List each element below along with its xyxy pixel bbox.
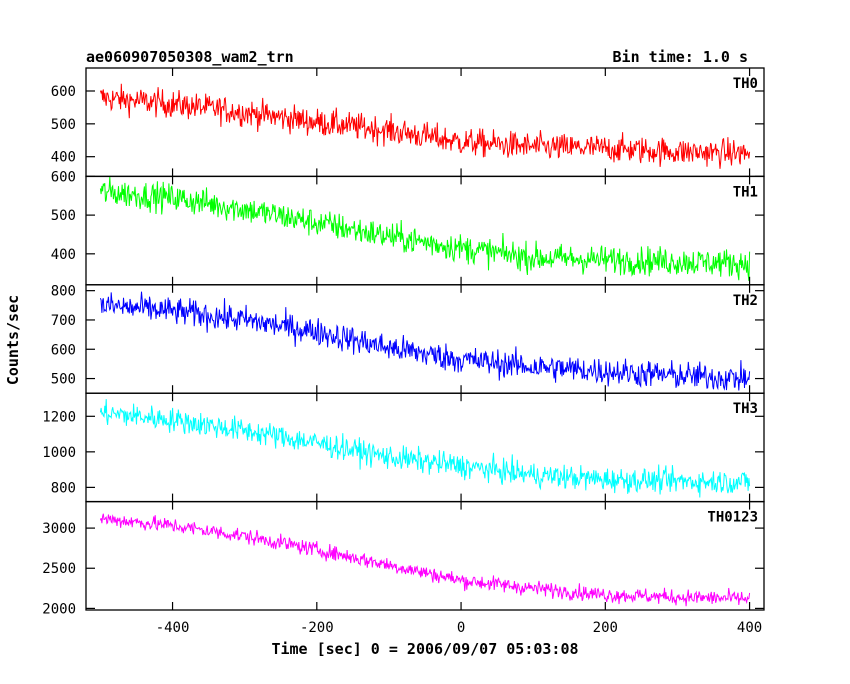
y-tick-label: 500 — [51, 372, 76, 388]
x-tick-label: -400 — [156, 620, 190, 636]
x-tick-label: 0 — [457, 620, 465, 636]
panel-label-th1: TH1 — [733, 184, 758, 200]
panel-frame-th0 — [85, 67, 765, 178]
y-tick-label: 800 — [51, 480, 76, 496]
y-tick-label: 3000 — [42, 521, 76, 537]
x-tick-label: -200 — [300, 620, 334, 636]
x-tick-label: 200 — [593, 620, 618, 636]
panel-label-th0: TH0 — [733, 76, 758, 92]
y-tick-label: 600 — [51, 169, 76, 185]
x-axis-label: Time [sec] 0 = 2006/09/07 05:03:08 — [271, 640, 578, 658]
y-tick-label: 2000 — [42, 601, 76, 617]
panel-label-th3: TH3 — [733, 401, 758, 417]
y-tick-label: 400 — [51, 150, 76, 166]
y-tick-label: 1200 — [42, 409, 76, 425]
series-line-th2 — [99, 291, 751, 391]
chart-title: ae060907050308_wam2_trn — [86, 48, 294, 66]
y-tick-label: 600 — [51, 84, 76, 100]
panel-label-th2: TH2 — [733, 293, 758, 309]
bin-time-label: Bin time: 1.0 s — [613, 48, 748, 66]
y-tick-label: 600 — [51, 342, 76, 358]
y-axis-label: Counts/sec — [4, 295, 22, 385]
panel-frame-th0123 — [85, 500, 765, 611]
y-tick-label: 1000 — [42, 445, 76, 461]
series-line-th0123 — [99, 513, 751, 607]
series-line-th0 — [99, 83, 751, 169]
series-line-th1 — [99, 176, 751, 281]
y-tick-label: 700 — [51, 313, 76, 329]
y-tick-label: 2500 — [42, 561, 76, 577]
panel-label-th0123: TH0123 — [707, 510, 758, 526]
y-tick-label: 500 — [51, 117, 76, 133]
y-tick-label: 800 — [51, 284, 76, 300]
series-line-th3 — [99, 399, 751, 498]
x-tick-label: 400 — [737, 620, 762, 636]
y-tick-label: 400 — [51, 247, 76, 263]
panel-frame-th1 — [85, 175, 765, 286]
y-tick-label: 500 — [51, 208, 76, 224]
